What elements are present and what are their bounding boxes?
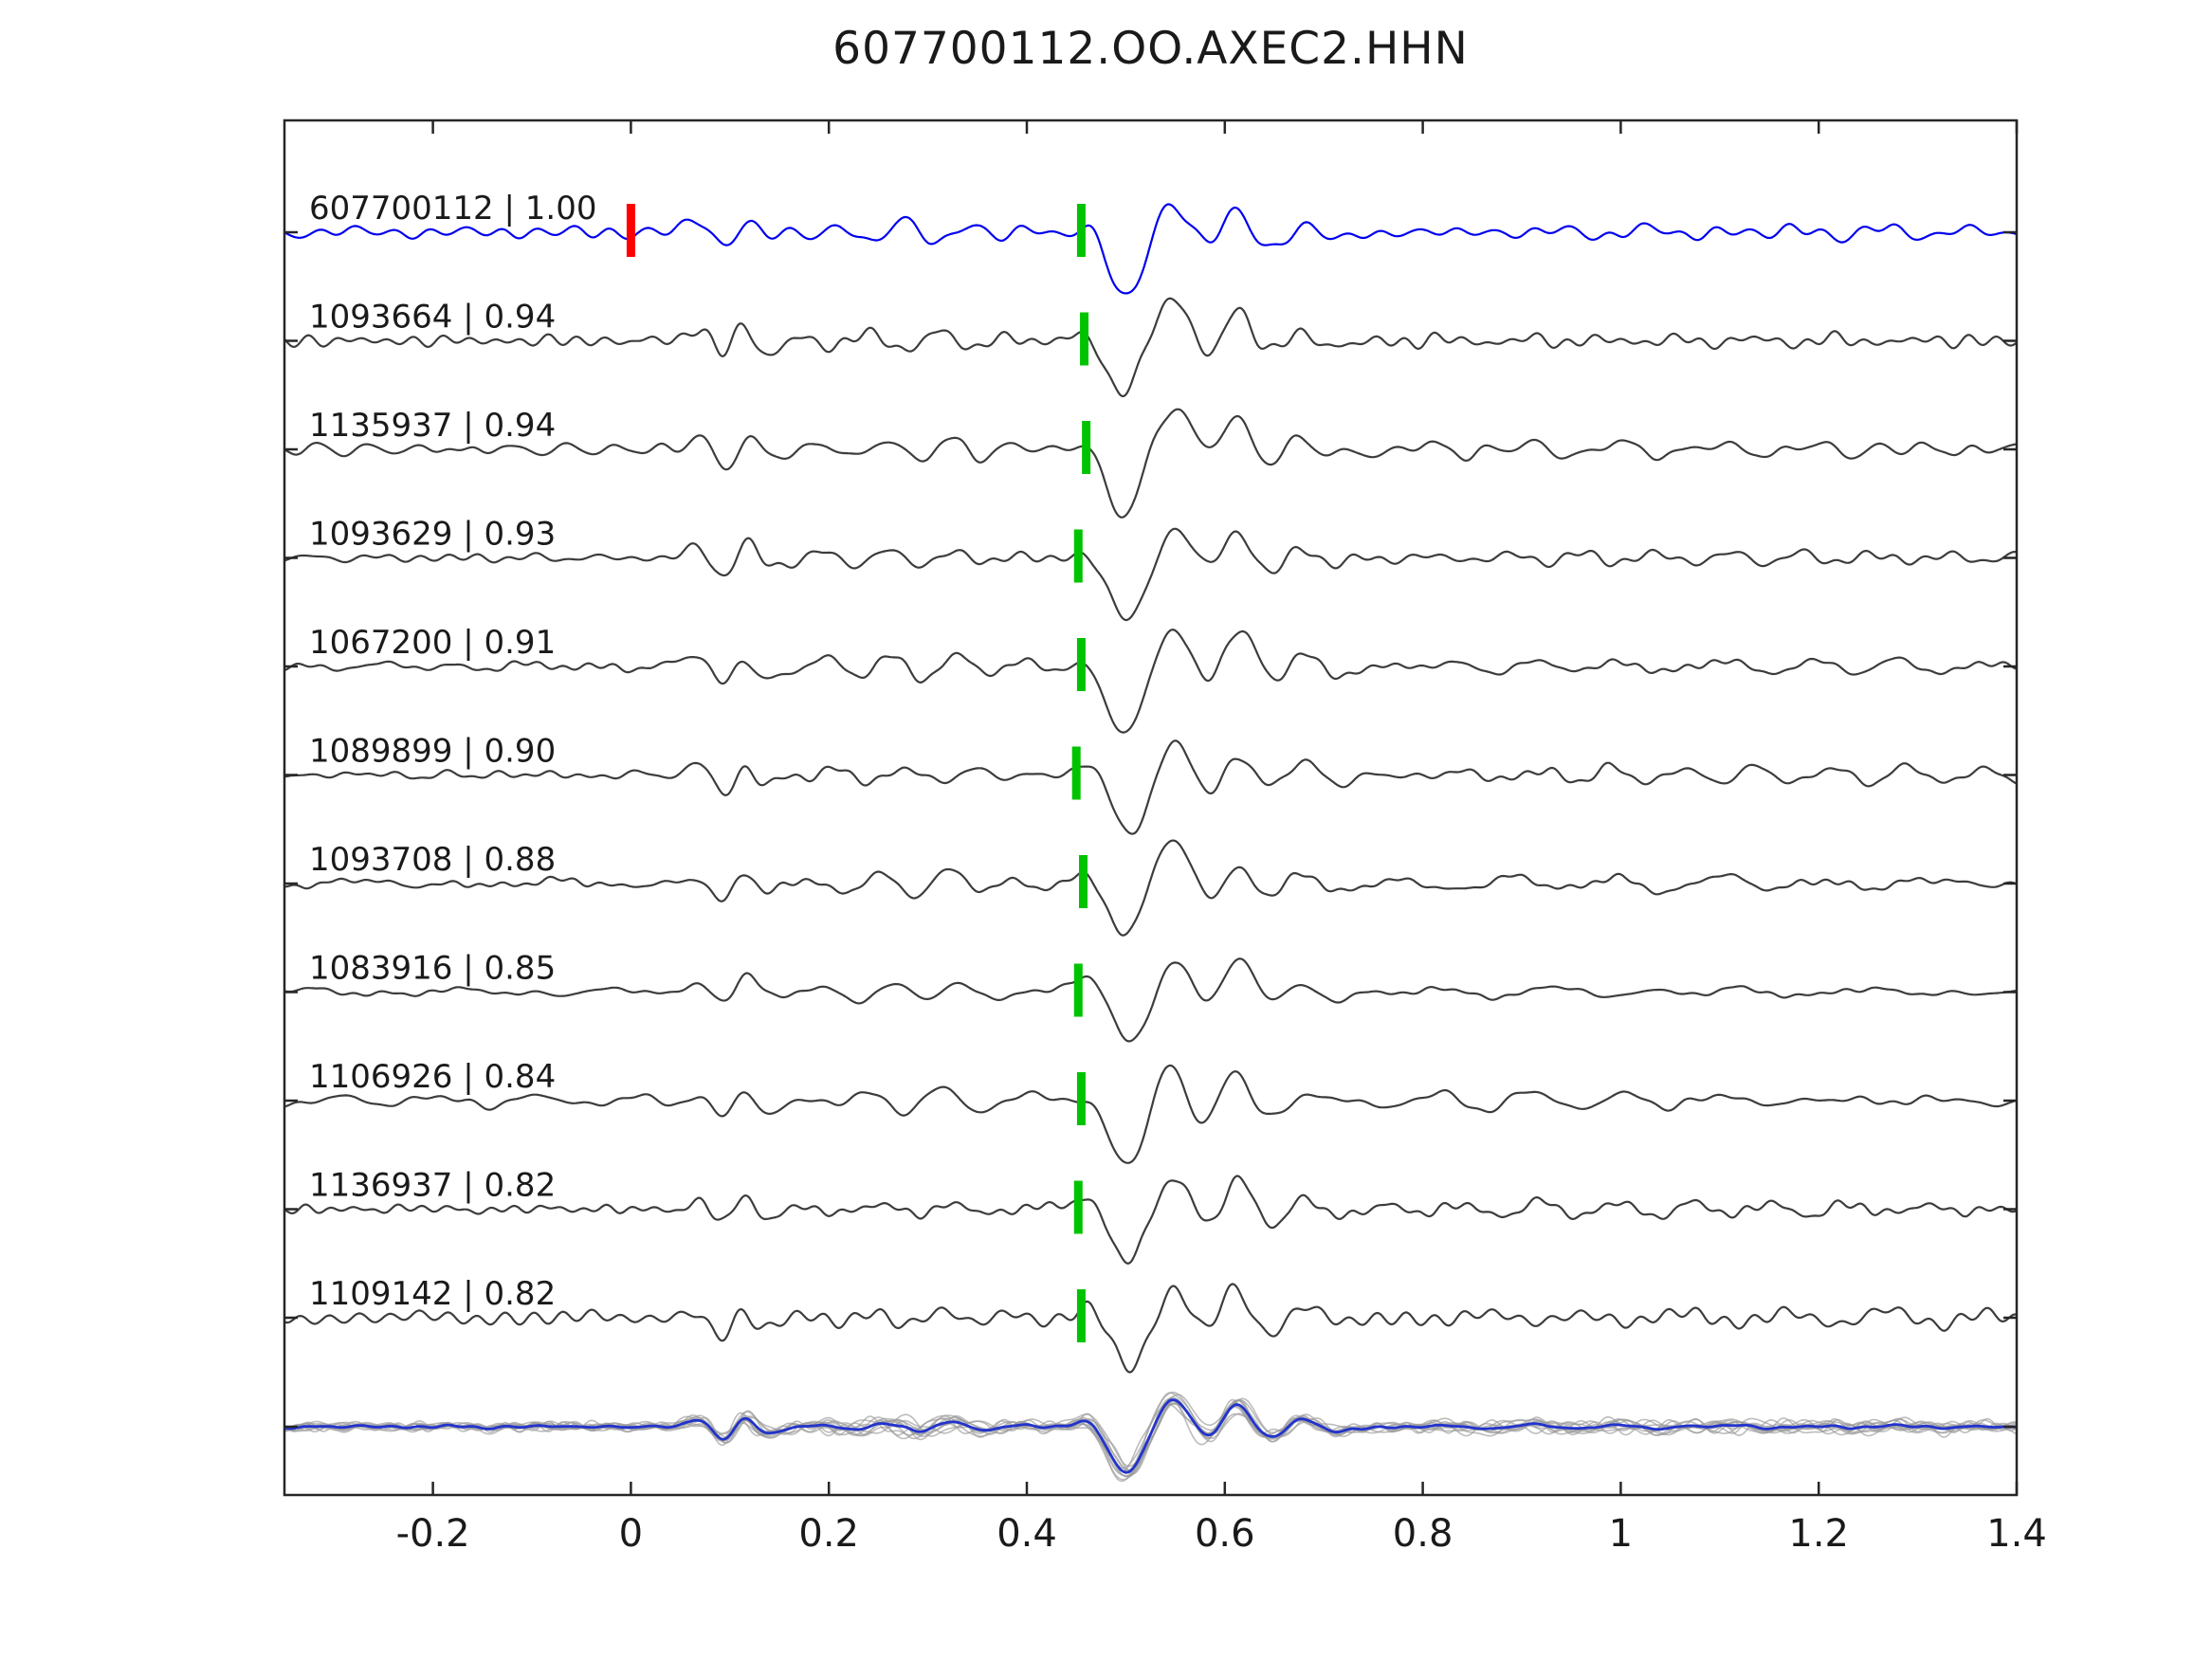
detection-trace bbox=[283, 839, 2018, 937]
x-tick-label: 1.4 bbox=[1986, 1512, 2047, 1556]
trace-label: 1067200 | 0.91 bbox=[309, 624, 556, 662]
detection-trace bbox=[283, 957, 2018, 1043]
trace-label: 1089899 | 0.90 bbox=[309, 733, 556, 771]
detection-trace bbox=[283, 527, 2018, 622]
trace-label: 1109142 | 0.82 bbox=[309, 1275, 556, 1313]
axes-box bbox=[283, 118, 2019, 1497]
detection-trace bbox=[283, 1283, 2018, 1374]
template-trace bbox=[283, 203, 2018, 295]
trace-label: 1106926 | 0.84 bbox=[309, 1058, 556, 1096]
detection-trace bbox=[283, 629, 2018, 734]
trace-label: 1135937 | 0.94 bbox=[309, 407, 556, 445]
detection-trace bbox=[283, 297, 2018, 397]
x-tick-label: 1.2 bbox=[1788, 1512, 1849, 1556]
x-tick-label: 0.4 bbox=[996, 1512, 1057, 1556]
x-tick-label: -0.2 bbox=[396, 1512, 470, 1556]
x-tick-label: 0.6 bbox=[1195, 1512, 1255, 1556]
detection-trace bbox=[283, 1064, 2018, 1164]
detection-trace bbox=[283, 1175, 2018, 1265]
x-tick-label: 0.2 bbox=[798, 1512, 859, 1556]
trace-label: 1136937 | 0.82 bbox=[309, 1167, 556, 1205]
x-tick-label: 0.8 bbox=[1393, 1512, 1453, 1556]
overlay-trace bbox=[283, 1398, 2018, 1471]
x-tick-label: 1 bbox=[1609, 1512, 1633, 1556]
trace-label: 607700112 | 1.00 bbox=[309, 190, 596, 228]
overlay-trace bbox=[284, 1391, 2018, 1469]
stack-trace bbox=[283, 1398, 2018, 1474]
trace-label: 1093664 | 0.94 bbox=[309, 299, 556, 337]
trace-label: 1093629 | 0.93 bbox=[309, 516, 556, 554]
trace-label: 1083916 | 0.85 bbox=[309, 950, 556, 988]
chart-title: 607700112.OO.AXEC2.HHN bbox=[832, 23, 1469, 75]
trace-label: 1093708 | 0.88 bbox=[309, 841, 556, 879]
detection-trace bbox=[283, 408, 2018, 519]
x-tick-label: 0 bbox=[619, 1512, 643, 1556]
detection-trace bbox=[283, 739, 2018, 835]
